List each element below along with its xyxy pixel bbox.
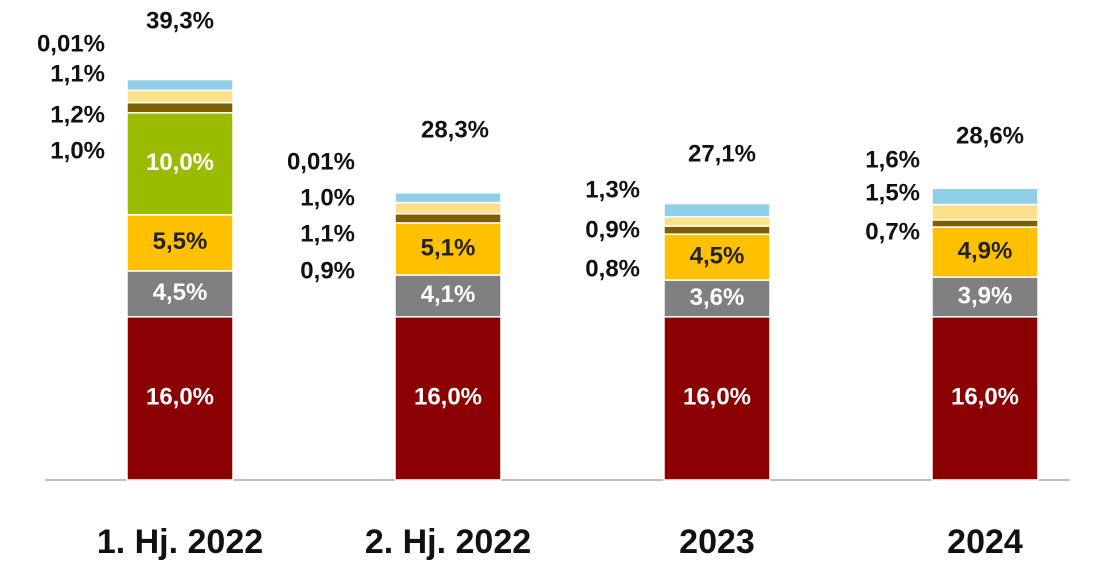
value-label: 16,0% (146, 384, 214, 411)
value-label: 16,0% (951, 384, 1019, 411)
value-label: 1,6% (865, 146, 920, 173)
total-label: 39,3% (146, 7, 214, 34)
value-label: 4,1% (421, 281, 476, 308)
x-tick-label: 2023 (679, 523, 755, 561)
x-tick-label: 2. Hj. 2022 (365, 523, 531, 561)
bar-segment (663, 216, 771, 227)
x-tick-label: 2024 (947, 523, 1023, 561)
bar-segment (394, 191, 502, 194)
value-label: 3,6% (690, 284, 745, 311)
value-label: 0,7% (865, 218, 920, 245)
bar-segment (931, 276, 1039, 318)
bar-segment (126, 316, 234, 481)
value-label: 5,5% (153, 228, 208, 255)
value-label: 0,9% (300, 257, 355, 284)
bar-segment (394, 316, 502, 481)
value-label: 1,0% (300, 184, 355, 211)
value-label: 1,0% (50, 137, 105, 164)
bar-segment (126, 78, 234, 81)
total-label: 28,3% (421, 116, 489, 143)
bar-segment (394, 213, 502, 224)
value-label: 4,5% (153, 279, 208, 306)
value-label: 0,01% (37, 30, 105, 57)
bar-segment (931, 316, 1039, 481)
bar-segment (394, 201, 502, 215)
value-label: 4,5% (690, 242, 745, 269)
value-label: 0,9% (585, 216, 640, 243)
bar-segment (394, 222, 502, 276)
bar-segment (126, 78, 234, 92)
bar-segment (126, 101, 234, 114)
value-label: 4,9% (958, 237, 1013, 264)
bar-segment (931, 226, 1039, 278)
value-label: 0,8% (585, 255, 640, 282)
total-label: 28,6% (956, 122, 1024, 149)
value-label: 1,5% (865, 179, 920, 206)
bar-segment (126, 112, 234, 216)
value-label: 1,2% (50, 101, 105, 128)
bar-segment (663, 233, 771, 281)
bar-segment (663, 316, 771, 481)
total-label: 27,1% (688, 140, 756, 167)
bar-segment (931, 187, 1039, 206)
value-label: 3,9% (958, 282, 1013, 309)
x-tick-label: 1. Hj. 2022 (97, 523, 263, 561)
value-label: 16,0% (683, 384, 751, 411)
bar-segment (663, 225, 771, 235)
value-label: 1,3% (585, 176, 640, 203)
bar-segment (931, 203, 1039, 221)
value-label: 0,01% (287, 148, 355, 175)
bar-segment (931, 219, 1039, 228)
bar-segment (663, 279, 771, 318)
bar-segment (126, 270, 234, 318)
value-label: 5,1% (421, 234, 476, 261)
value-label: 1,1% (300, 220, 355, 247)
bar-segment (663, 202, 771, 218)
value-label: 10,0% (146, 149, 214, 176)
bar-segment (394, 191, 502, 204)
bar-segment (126, 89, 234, 104)
value-label: 16,0% (414, 384, 482, 411)
bar-segment (394, 274, 502, 318)
value-label: 1,1% (50, 60, 105, 87)
